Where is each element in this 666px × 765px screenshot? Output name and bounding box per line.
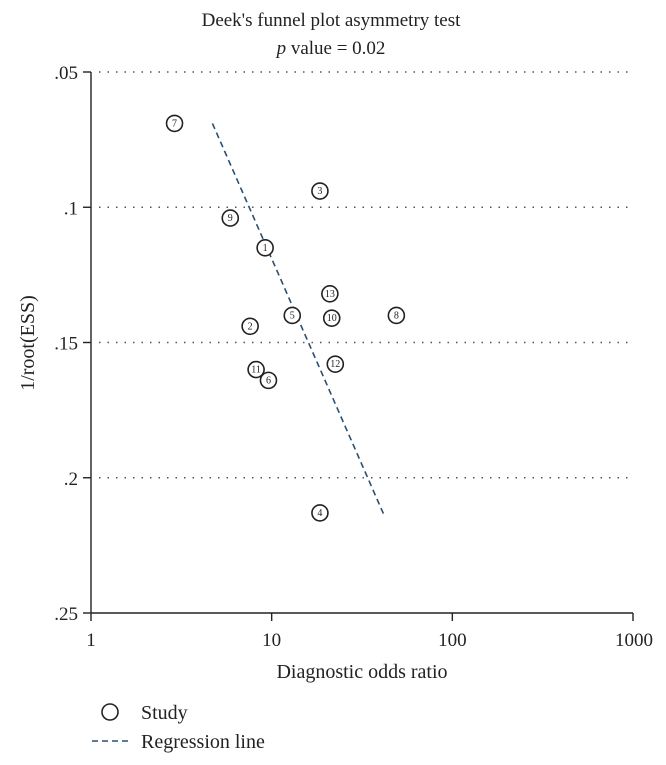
study-point: 9 (221, 209, 240, 227)
study-point: 2 (241, 317, 259, 336)
study-marker-4 (311, 504, 329, 522)
study-marker-3 (311, 182, 329, 200)
study-point: 4 (311, 504, 329, 522)
study-marker-1 (256, 239, 274, 257)
study-label-8: 8 (394, 310, 399, 321)
study-point: 5 (283, 306, 302, 325)
study-marker-9 (221, 209, 240, 227)
subtitle-rest: value = 0.02 (286, 38, 385, 59)
study-marker-12 (326, 355, 345, 373)
y-axis-title: 1/root(ESS) (17, 295, 39, 391)
y-tick-label-1: .1 (64, 198, 78, 219)
study-marker-5 (283, 306, 302, 325)
x-axis-title: Diagnostic odds ratio (276, 661, 447, 683)
subtitle-italic: p (275, 38, 287, 59)
study-label-9: 9 (228, 213, 233, 224)
study-point: 7 (165, 114, 184, 133)
legend-regression-label: Regression line (141, 731, 265, 753)
axes-layer: .05 .1 .15 .2 .25 1 10 100 1000 (54, 63, 653, 651)
legend-study-label: Study (141, 702, 188, 724)
study-marker-6 (259, 371, 278, 390)
study-label-3: 3 (317, 186, 322, 197)
study-point: 10 (322, 309, 341, 327)
study-point: 11 (247, 360, 265, 379)
study-label-6: 6 (266, 375, 271, 386)
study-point: 1 (256, 239, 274, 257)
x-tick-label-3: 1000 (615, 630, 653, 651)
chart-subtitle: p value = 0.02 (275, 38, 386, 59)
study-label-2: 2 (248, 321, 253, 332)
study-label-13: 13 (325, 289, 335, 300)
legend: Study Regression line (92, 702, 265, 753)
x-tick-label-0: 1 (86, 630, 96, 651)
study-point: 13 (321, 285, 339, 303)
y-tick-label-2: .15 (54, 334, 78, 355)
grid-layer (99, 71, 633, 479)
study-label-7: 7 (172, 118, 177, 129)
chart-title: Deek's funnel plot asymmetry test (202, 10, 462, 31)
study-marker-10 (322, 309, 341, 327)
study-point: 6 (259, 371, 278, 390)
study-label-5: 5 (290, 310, 295, 321)
study-label-1: 1 (263, 243, 268, 254)
y-tick-label-3: .2 (64, 469, 78, 490)
y-tick-label-4: .25 (54, 604, 78, 625)
study-point: 3 (311, 182, 329, 200)
study-point: 8 (387, 306, 406, 325)
study-marker-11 (247, 360, 265, 379)
legend-study-marker (101, 703, 119, 721)
study-marker-13 (321, 285, 339, 303)
study-label-4: 4 (317, 508, 322, 519)
study-marker-2 (241, 317, 259, 336)
study-label-12: 12 (330, 359, 340, 370)
x-tick-label-1: 10 (262, 630, 281, 651)
study-label-11: 11 (251, 365, 261, 376)
study-marker-8 (387, 306, 406, 325)
study-point: 12 (326, 355, 345, 373)
y-tick-label-0: .05 (54, 63, 78, 84)
x-tick-label-2: 100 (438, 630, 467, 651)
study-label-10: 10 (327, 313, 337, 324)
study-marker-7 (165, 114, 184, 133)
